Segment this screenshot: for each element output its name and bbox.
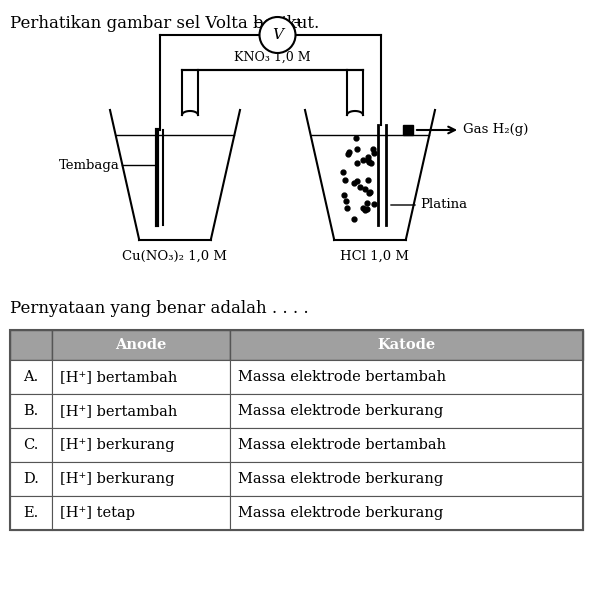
- Text: Tembaga: Tembaga: [59, 158, 120, 172]
- Bar: [52, 428, 230, 462]
- Text: [H⁺] bertambah: [H⁺] bertambah: [60, 404, 178, 418]
- Text: E.: E.: [23, 506, 39, 520]
- Text: Platina: Platina: [420, 199, 467, 211]
- Text: Perhatikan gambar sel Volta berikut.: Perhatikan gambar sel Volta berikut.: [10, 15, 319, 32]
- Bar: [10, 360, 52, 394]
- Bar: [52, 496, 230, 530]
- Text: Gas H₂(g): Gas H₂(g): [463, 124, 529, 136]
- Bar: [10, 330, 52, 360]
- Text: [H⁺] berkurang: [H⁺] berkurang: [60, 438, 175, 452]
- Text: Anode: Anode: [115, 338, 167, 352]
- Text: [H⁺] bertambah: [H⁺] bertambah: [60, 370, 178, 384]
- Text: Massa elektrode berkurang: Massa elektrode berkurang: [238, 506, 443, 520]
- Circle shape: [260, 17, 295, 53]
- Text: D.: D.: [23, 472, 39, 486]
- Text: −: −: [252, 16, 263, 29]
- Text: HCl 1,0 M: HCl 1,0 M: [340, 250, 409, 263]
- Text: [H⁺] berkurang: [H⁺] berkurang: [60, 472, 175, 486]
- Text: Massa elektrode berkurang: Massa elektrode berkurang: [238, 472, 443, 486]
- Bar: [230, 462, 583, 496]
- Text: Cu(NO₃)₂ 1,0 M: Cu(NO₃)₂ 1,0 M: [122, 250, 228, 263]
- Text: KNO₃ 1,0 M: KNO₃ 1,0 M: [234, 51, 311, 64]
- Bar: [230, 496, 583, 530]
- Text: A.: A.: [23, 370, 39, 384]
- Text: Massa elektrode bertambah: Massa elektrode bertambah: [238, 370, 446, 384]
- Text: C.: C.: [23, 438, 39, 452]
- Text: [H⁺] tetap: [H⁺] tetap: [60, 506, 135, 520]
- Text: Massa elektrode berkurang: Massa elektrode berkurang: [238, 404, 443, 418]
- Text: B.: B.: [23, 404, 39, 418]
- Bar: [403, 125, 413, 135]
- Bar: [10, 462, 52, 496]
- Text: V: V: [272, 28, 283, 42]
- Bar: [10, 428, 52, 462]
- Bar: [230, 360, 583, 394]
- Bar: [10, 496, 52, 530]
- Text: Katode: Katode: [377, 338, 435, 352]
- Bar: [230, 428, 583, 462]
- Bar: [10, 330, 583, 530]
- Bar: [52, 330, 230, 360]
- Text: +: +: [292, 16, 303, 29]
- Bar: [230, 330, 583, 360]
- Bar: [52, 394, 230, 428]
- Bar: [10, 394, 52, 428]
- Bar: [230, 394, 583, 428]
- Bar: [52, 462, 230, 496]
- Text: Pernyataan yang benar adalah . . . .: Pernyataan yang benar adalah . . . .: [10, 300, 309, 317]
- Bar: [52, 360, 230, 394]
- Text: Massa elektrode bertambah: Massa elektrode bertambah: [238, 438, 446, 452]
